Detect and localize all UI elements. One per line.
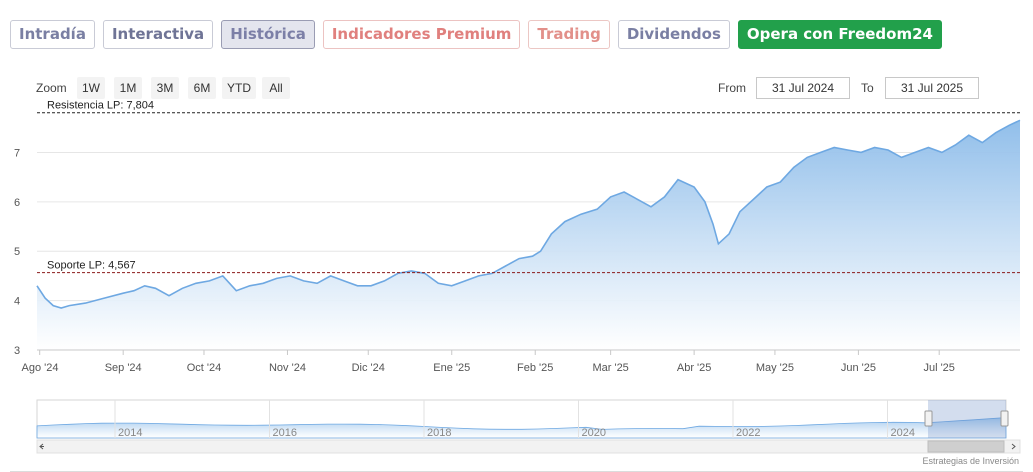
- navigator-right-handle[interactable]: [1000, 410, 1009, 427]
- from-date-input[interactable]: 31 Jul 2024: [756, 77, 850, 99]
- navigator-series: [36, 417, 1007, 439]
- tab-bar: Intradía Interactiva Histórica Indicador…: [10, 20, 942, 49]
- from-label: From: [718, 81, 746, 95]
- x-tick-label: Jun '25: [841, 362, 876, 374]
- support-label: Soporte LP: 4,567: [47, 260, 136, 272]
- x-tick-label: Oct '24: [187, 362, 222, 374]
- navigator-year-label: 2014: [118, 427, 142, 439]
- x-tick-label: May '25: [756, 362, 794, 374]
- navigator-left-handle[interactable]: [924, 410, 933, 427]
- zoom-1m-button[interactable]: 1M: [114, 77, 142, 99]
- scroll-right-arrow-icon[interactable]: [1011, 443, 1016, 450]
- freedom24-cta-button[interactable]: Opera con Freedom24: [737, 20, 942, 49]
- to-date-input[interactable]: 31 Jul 2025: [885, 77, 979, 99]
- zoom-all-button[interactable]: All: [262, 77, 290, 99]
- x-tick-label: Feb '25: [517, 362, 553, 374]
- x-tick-label: Nov '24: [269, 362, 306, 374]
- price-line: [36, 119, 1021, 309]
- x-tick-label: Ago '24: [22, 362, 59, 374]
- tab-dividendos[interactable]: Dividendos: [617, 20, 730, 49]
- x-tick-label: Ene '25: [433, 362, 470, 374]
- chart-credit: Estrategias de Inversión: [922, 456, 1019, 466]
- scrollbar-track[interactable]: [36, 439, 1021, 454]
- tab-trading[interactable]: Trading: [528, 20, 610, 49]
- y-tick-label: 7: [14, 147, 20, 159]
- zoom-6m-button[interactable]: 6M: [188, 77, 216, 99]
- tab-intradia[interactable]: Intradía: [10, 20, 95, 49]
- resistance-label: Resistencia LP: 7,804: [47, 100, 154, 112]
- to-label: To: [861, 81, 874, 95]
- scrollbar-thumb[interactable]: [927, 440, 1005, 453]
- tab-interactiva[interactable]: Interactiva: [102, 20, 214, 49]
- y-tick-label: 6: [14, 197, 20, 209]
- navigator-year-label: 2016: [273, 427, 297, 439]
- x-tick-label: Abr '25: [677, 362, 712, 374]
- scroll-left-arrow-icon[interactable]: [39, 443, 44, 450]
- navigator-year-label: 2020: [582, 427, 606, 439]
- zoom-ytd-button[interactable]: YTD: [222, 77, 256, 99]
- navigator-year-label: 2024: [891, 427, 915, 439]
- zoom-label: Zoom: [36, 81, 67, 95]
- navigator-year-label: 2022: [736, 427, 760, 439]
- navigator-year-label: 2018: [427, 427, 451, 439]
- y-tick-label: 5: [14, 246, 20, 258]
- zoom-3m-button[interactable]: 3M: [151, 77, 179, 99]
- navigator-selection: [928, 400, 1006, 438]
- x-tick-label: Jul '25: [923, 362, 954, 374]
- x-tick-label: Mar '25: [592, 362, 628, 374]
- x-tick-label: Sep '24: [105, 362, 142, 374]
- price-area: [37, 120, 1020, 350]
- tab-historica[interactable]: Histórica: [221, 20, 315, 49]
- tab-indicadores-premium[interactable]: Indicadores Premium: [322, 20, 521, 49]
- y-tick-label: 3: [14, 345, 20, 357]
- x-tick-label: Dic '24: [352, 362, 385, 374]
- y-tick-label: 4: [14, 296, 20, 308]
- zoom-1w-button[interactable]: 1W: [77, 77, 105, 99]
